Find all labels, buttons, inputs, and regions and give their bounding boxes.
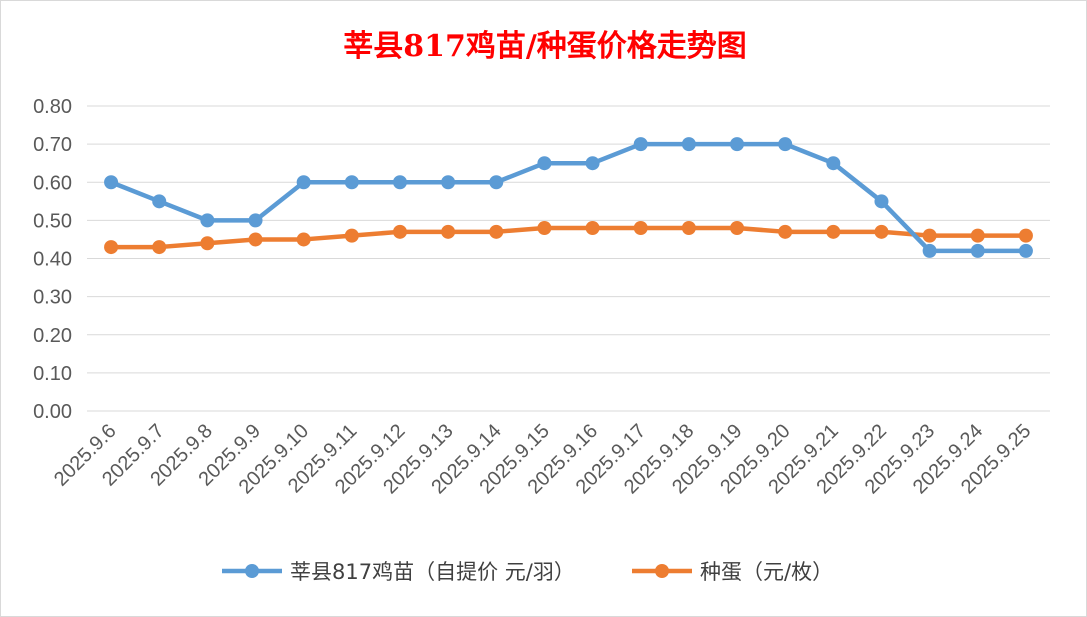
legend-swatch-marker — [245, 564, 259, 578]
legend-item-1: 莘县817鸡苗（自提价 元/羽） — [222, 560, 575, 584]
legend-label: 莘县817鸡苗（自提价 元/羽） — [290, 560, 575, 584]
data-point — [922, 228, 937, 243]
y-axis-ticks: 0.00 0.10 0.20 0.30 0.40 0.50 0.60 0.70 0.80 — [33, 96, 72, 423]
data-point — [633, 221, 648, 235]
data-point — [104, 175, 119, 190]
data-point — [826, 224, 841, 239]
data-point — [778, 137, 793, 152]
series-2 — [104, 221, 1033, 255]
data-point — [392, 175, 407, 190]
y-tick-label: 0.80 — [33, 96, 72, 118]
series-1 — [104, 137, 1033, 258]
data-point — [392, 224, 407, 239]
data-point — [826, 156, 841, 171]
data-point — [874, 224, 889, 239]
y-tick-label: 0.30 — [33, 287, 72, 309]
data-point — [152, 194, 167, 209]
data-point — [441, 175, 456, 190]
data-point — [344, 175, 359, 190]
data-point — [489, 224, 504, 239]
data-point — [104, 240, 119, 255]
data-point — [441, 224, 456, 239]
data-point — [537, 156, 552, 171]
data-point — [681, 221, 696, 235]
series-line — [108, 141, 1029, 254]
data-point — [970, 228, 985, 243]
data-point — [296, 175, 311, 190]
data-point — [633, 137, 648, 152]
data-point — [248, 213, 263, 228]
y-tick-label: 0.50 — [33, 210, 72, 232]
data-point — [152, 240, 167, 255]
y-tick-label: 0.20 — [33, 325, 72, 347]
data-point — [730, 137, 745, 152]
data-point — [248, 232, 263, 247]
legend: 莘县817鸡苗（自提价 元/羽） 种蛋（元/枚） — [222, 560, 833, 584]
data-point — [200, 236, 215, 251]
legend-item-2: 种蛋（元/枚） — [632, 560, 833, 584]
y-tick-label: 0.60 — [33, 172, 72, 194]
data-point — [537, 221, 552, 235]
y-tick-label: 0.40 — [33, 249, 72, 271]
data-point — [344, 228, 359, 243]
y-tick-label: 0.70 — [33, 134, 72, 156]
data-point — [585, 221, 600, 235]
data-point — [200, 213, 215, 228]
legend-swatch-marker — [655, 564, 669, 578]
data-point — [1018, 228, 1033, 243]
data-point — [585, 156, 600, 171]
data-point — [970, 243, 985, 258]
data-point — [730, 221, 745, 235]
data-point — [489, 175, 504, 190]
data-point — [874, 194, 889, 209]
legend-label: 种蛋（元/枚） — [700, 560, 833, 584]
data-point — [778, 224, 793, 239]
data-point — [296, 232, 311, 247]
series-line — [108, 225, 1029, 250]
data-point — [1018, 243, 1033, 258]
y-tick-label: 0.10 — [33, 363, 72, 385]
data-point — [922, 243, 937, 258]
series-layer — [104, 137, 1033, 258]
data-point — [681, 137, 696, 152]
chart-title: 莘县817鸡苗/种蛋价格走势图 — [343, 29, 747, 64]
y-tick-label: 0.00 — [33, 401, 72, 423]
